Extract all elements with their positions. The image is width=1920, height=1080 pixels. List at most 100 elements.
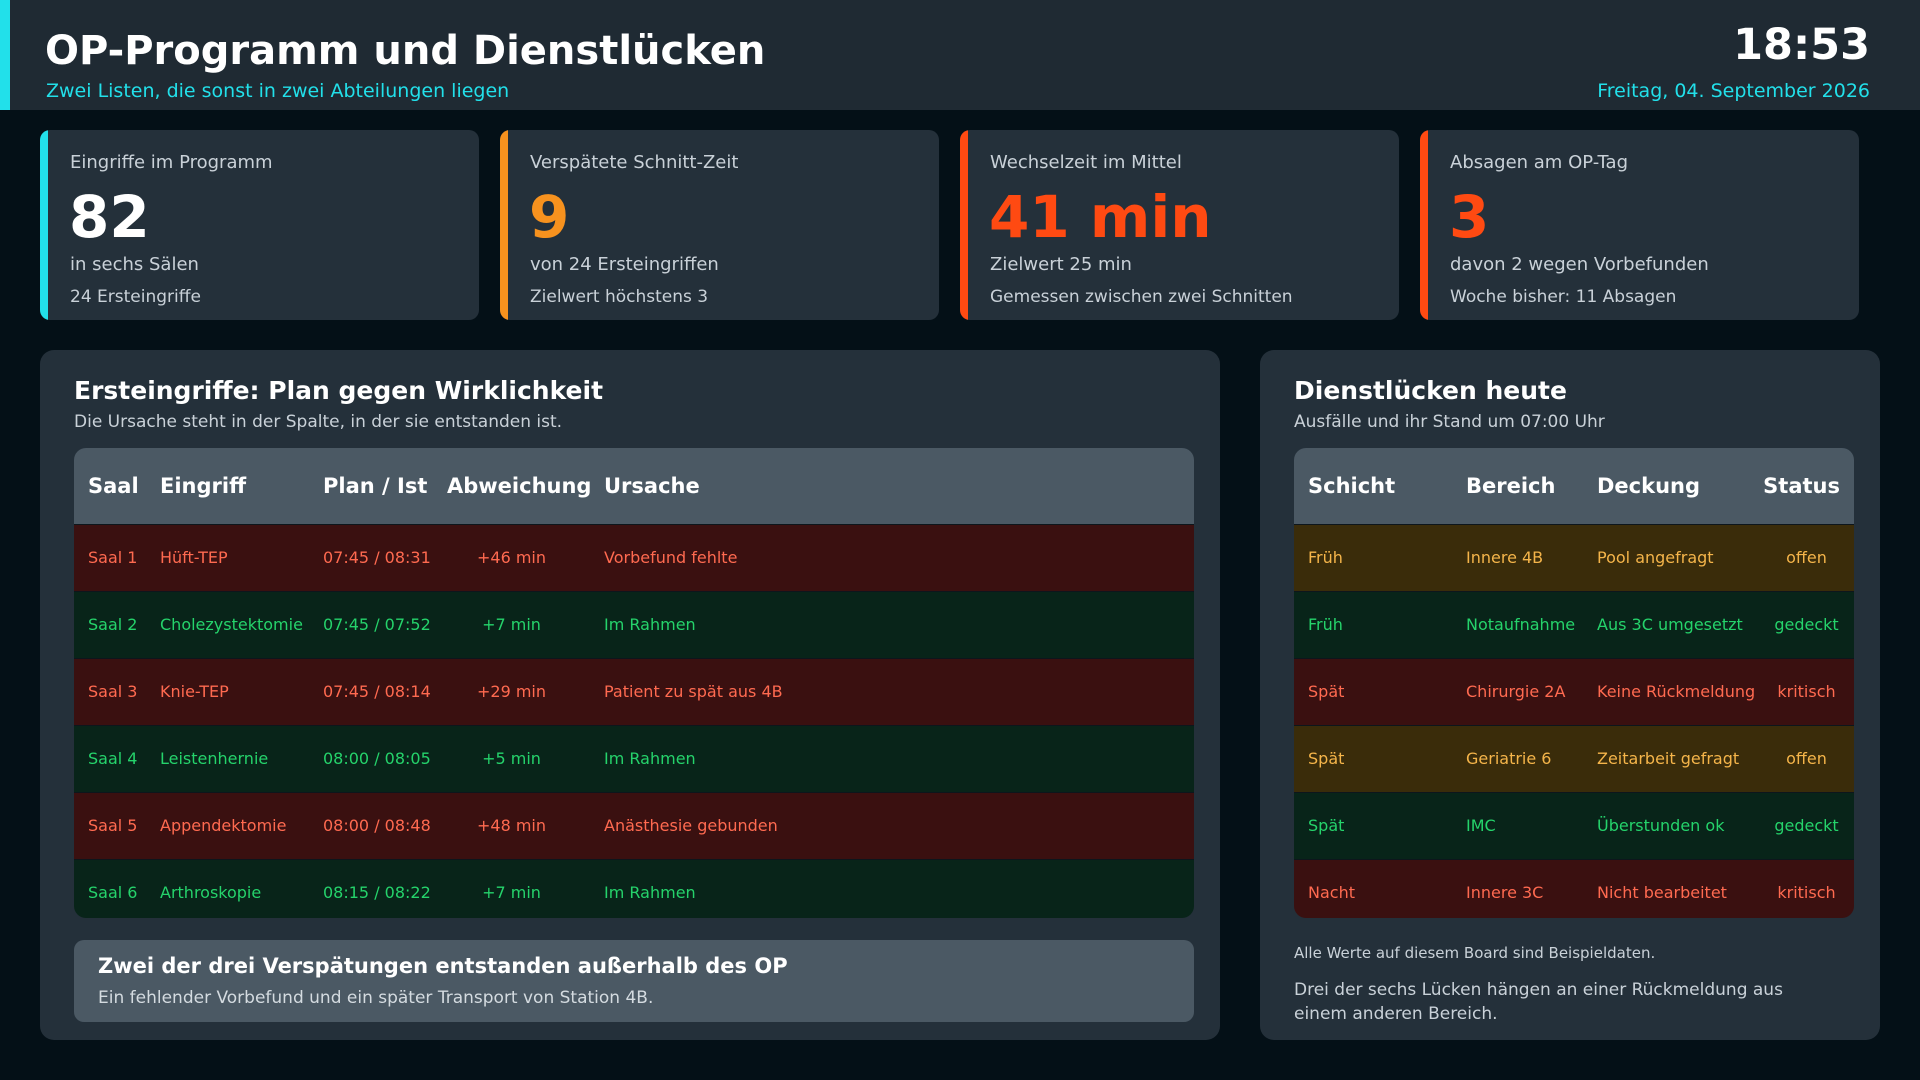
kpi-value: 9 xyxy=(529,183,570,251)
column-header: Plan / Ist xyxy=(323,473,428,498)
room-cell: Saal 1 xyxy=(74,523,146,591)
table-row: Saal 4 Leistenhernie 08:00 / 08:05 +5 min Im… xyxy=(74,724,1194,792)
column-header: Saal xyxy=(88,473,139,498)
coverage-cell: Überstunden ok xyxy=(1583,791,1759,859)
area-cell: IMC xyxy=(1452,791,1583,859)
shift-cell: Früh xyxy=(1294,523,1452,591)
shift-cell: Spät xyxy=(1294,657,1452,725)
clock: 18:53 xyxy=(1733,20,1870,70)
kpi-card: Absagen am OP-Tag 3 davon 2 wegen Vorbefun… xyxy=(1420,130,1859,320)
area-cell: Innere 3C xyxy=(1452,858,1583,918)
kpi-accent-bar xyxy=(960,130,968,320)
first-cases-table-wrap: Saal Eingriff Plan / Ist Abweichung Ursa… xyxy=(74,448,1194,918)
area-cell: Innere 4B xyxy=(1452,523,1583,591)
cause-cell: Anästhesie gebunden xyxy=(590,791,1194,859)
coverage-cell: Keine Rückmeldung xyxy=(1583,657,1759,725)
plan-actual-cell: 07:45 / 07:52 xyxy=(309,590,433,658)
cause-cell: Im Rahmen xyxy=(590,858,1194,918)
first-cases-subtitle: Die Ursache steht in der Spalte, in der … xyxy=(74,412,563,432)
column-header: Eingriff xyxy=(160,473,247,498)
summary-note: Drei der sechs Lücken hängen an einer Rü… xyxy=(1294,980,1783,1024)
deviation-cell: +29 min xyxy=(433,657,590,725)
staffing-gaps-panel: Dienstlücken heute Ausfälle und ihr Stan… xyxy=(1260,350,1880,1040)
plan-actual-cell: 08:00 / 08:05 xyxy=(309,724,433,792)
callout-title: Zwei der drei Verspätungen entstanden au… xyxy=(98,954,788,978)
procedure-cell: Hüft-TEP xyxy=(146,523,309,591)
coverage-cell: Nicht bearbeitet xyxy=(1583,858,1759,918)
kpi-value: 82 xyxy=(69,183,150,251)
area-cell: Notaufnahme xyxy=(1452,590,1583,658)
first-cases-table: Saal Eingriff Plan / Ist Abweichung Ursa… xyxy=(74,448,1194,918)
procedure-cell: Appendektomie xyxy=(146,791,309,859)
status-cell: kritisch xyxy=(1759,858,1854,918)
status-cell: gedeckt xyxy=(1759,791,1854,859)
table-row: Früh Innere 4B Pool angefragt offen xyxy=(1294,523,1854,591)
column-header: Status xyxy=(1763,473,1840,498)
plan-actual-cell: 07:45 / 08:14 xyxy=(309,657,433,725)
staffing-gaps-subtitle: Ausfälle und ihr Stand um 07:00 Uhr xyxy=(1294,412,1605,432)
cause-cell: Im Rahmen xyxy=(590,724,1194,792)
kpi-label: Verspätete Schnitt-Zeit xyxy=(530,152,739,173)
kpi-label: Absagen am OP-Tag xyxy=(1450,152,1629,173)
kpi-label: Wechselzeit im Mittel xyxy=(990,152,1182,173)
kpi-detail: davon 2 wegen Vorbefunden xyxy=(1450,254,1709,275)
column-header: Bereich xyxy=(1466,473,1556,498)
sample-data-note: Alle Werte auf diesem Board sind Beispie… xyxy=(1294,944,1656,962)
status-cell: gedeckt xyxy=(1759,590,1854,658)
table-row: Saal 5 Appendektomie 08:00 / 08:48 +48 min A… xyxy=(74,791,1194,859)
kpi-label: Eingriffe im Programm xyxy=(70,152,273,173)
room-cell: Saal 3 xyxy=(74,657,146,725)
staffing-table: Schicht Bereich Deckung Status Früh Inner… xyxy=(1294,448,1854,918)
kpi-card: Wechselzeit im Mittel 41 min Zielwert 25 m… xyxy=(960,130,1399,320)
table-row: Spät Chirurgie 2A Keine Rückmeldung kritisc… xyxy=(1294,657,1854,725)
column-header: Ursache xyxy=(604,473,700,498)
status-cell: offen xyxy=(1759,523,1854,591)
kpi-note: Gemessen zwischen zwei Schnitten xyxy=(990,287,1293,307)
page-title: OP-Programm und Dienstlücken xyxy=(45,28,766,74)
kpi-detail: in sechs Sälen xyxy=(70,254,199,275)
status-cell: kritisch xyxy=(1759,657,1854,725)
plan-actual-cell: 08:00 / 08:48 xyxy=(309,791,433,859)
room-cell: Saal 6 xyxy=(74,858,146,918)
kpi-card: Verspätete Schnitt-Zeit 9 von 24 Ersteingr… xyxy=(500,130,939,320)
procedure-cell: Knie-TEP xyxy=(146,657,309,725)
kpi-detail: von 24 Ersteingriffen xyxy=(530,254,719,275)
table-row: Saal 3 Knie-TEP 07:45 / 08:14 +29 min Patien… xyxy=(74,657,1194,725)
deviation-cell: +7 min xyxy=(433,858,590,918)
area-cell: Chirurgie 2A xyxy=(1452,657,1583,725)
coverage-cell: Pool angefragt xyxy=(1583,523,1759,591)
table-row: Spät IMC Überstunden ok gedeckt xyxy=(1294,791,1854,859)
column-header: Schicht xyxy=(1308,473,1396,498)
procedure-cell: Arthroskopie xyxy=(146,858,309,918)
table-row: Früh Notaufnahme Aus 3C umgesetzt gedeckt xyxy=(1294,590,1854,658)
date: Freitag, 04. September 2026 xyxy=(1597,80,1870,102)
first-cases-title: Ersteingriffe: Plan gegen Wirklichkeit xyxy=(74,376,604,405)
page-subtitle: Zwei Listen, die sonst in zwei Abteilung… xyxy=(46,80,510,102)
insight-callout: Zwei der drei Verspätungen entstanden au… xyxy=(74,940,1194,1022)
plan-actual-cell: 08:15 / 08:22 xyxy=(309,858,433,918)
cause-cell: Im Rahmen xyxy=(590,590,1194,658)
table-header-row: Saal Eingriff Plan / Ist Abweichung Ursa… xyxy=(74,448,1194,524)
kpi-note: 24 Ersteingriffe xyxy=(70,287,201,307)
table-header-row: Schicht Bereich Deckung Status xyxy=(1294,448,1854,524)
area-cell: Geriatrie 6 xyxy=(1452,724,1583,792)
deviation-cell: +46 min xyxy=(433,523,590,591)
cause-cell: Patient zu spät aus 4B xyxy=(590,657,1194,725)
table-row: Saal 1 Hüft-TEP 07:45 / 08:31 +46 min Vorbef… xyxy=(74,523,1194,591)
header-accent-bar xyxy=(0,0,10,110)
table-row: Saal 2 Cholezystektomie 07:45 / 07:52 +7 mi… xyxy=(74,590,1194,658)
column-header: Abweichung xyxy=(447,473,592,498)
coverage-cell: Zeitarbeit gefragt xyxy=(1583,724,1759,792)
procedure-cell: Leistenhernie xyxy=(146,724,309,792)
plan-actual-cell: 07:45 / 08:31 xyxy=(309,523,433,591)
table-row: Nacht Innere 3C Nicht bearbeitet kritisch xyxy=(1294,858,1854,918)
staffing-table-wrap: Schicht Bereich Deckung Status Früh Inner… xyxy=(1294,448,1854,918)
kpi-note: Zielwert höchstens 3 xyxy=(530,287,709,307)
room-cell: Saal 4 xyxy=(74,724,146,792)
cause-cell: Vorbefund fehlte xyxy=(590,523,1194,591)
room-cell: Saal 5 xyxy=(74,791,146,859)
shift-cell: Früh xyxy=(1294,590,1452,658)
kpi-accent-bar xyxy=(40,130,48,320)
status-cell: offen xyxy=(1759,724,1854,792)
kpi-accent-bar xyxy=(500,130,508,320)
